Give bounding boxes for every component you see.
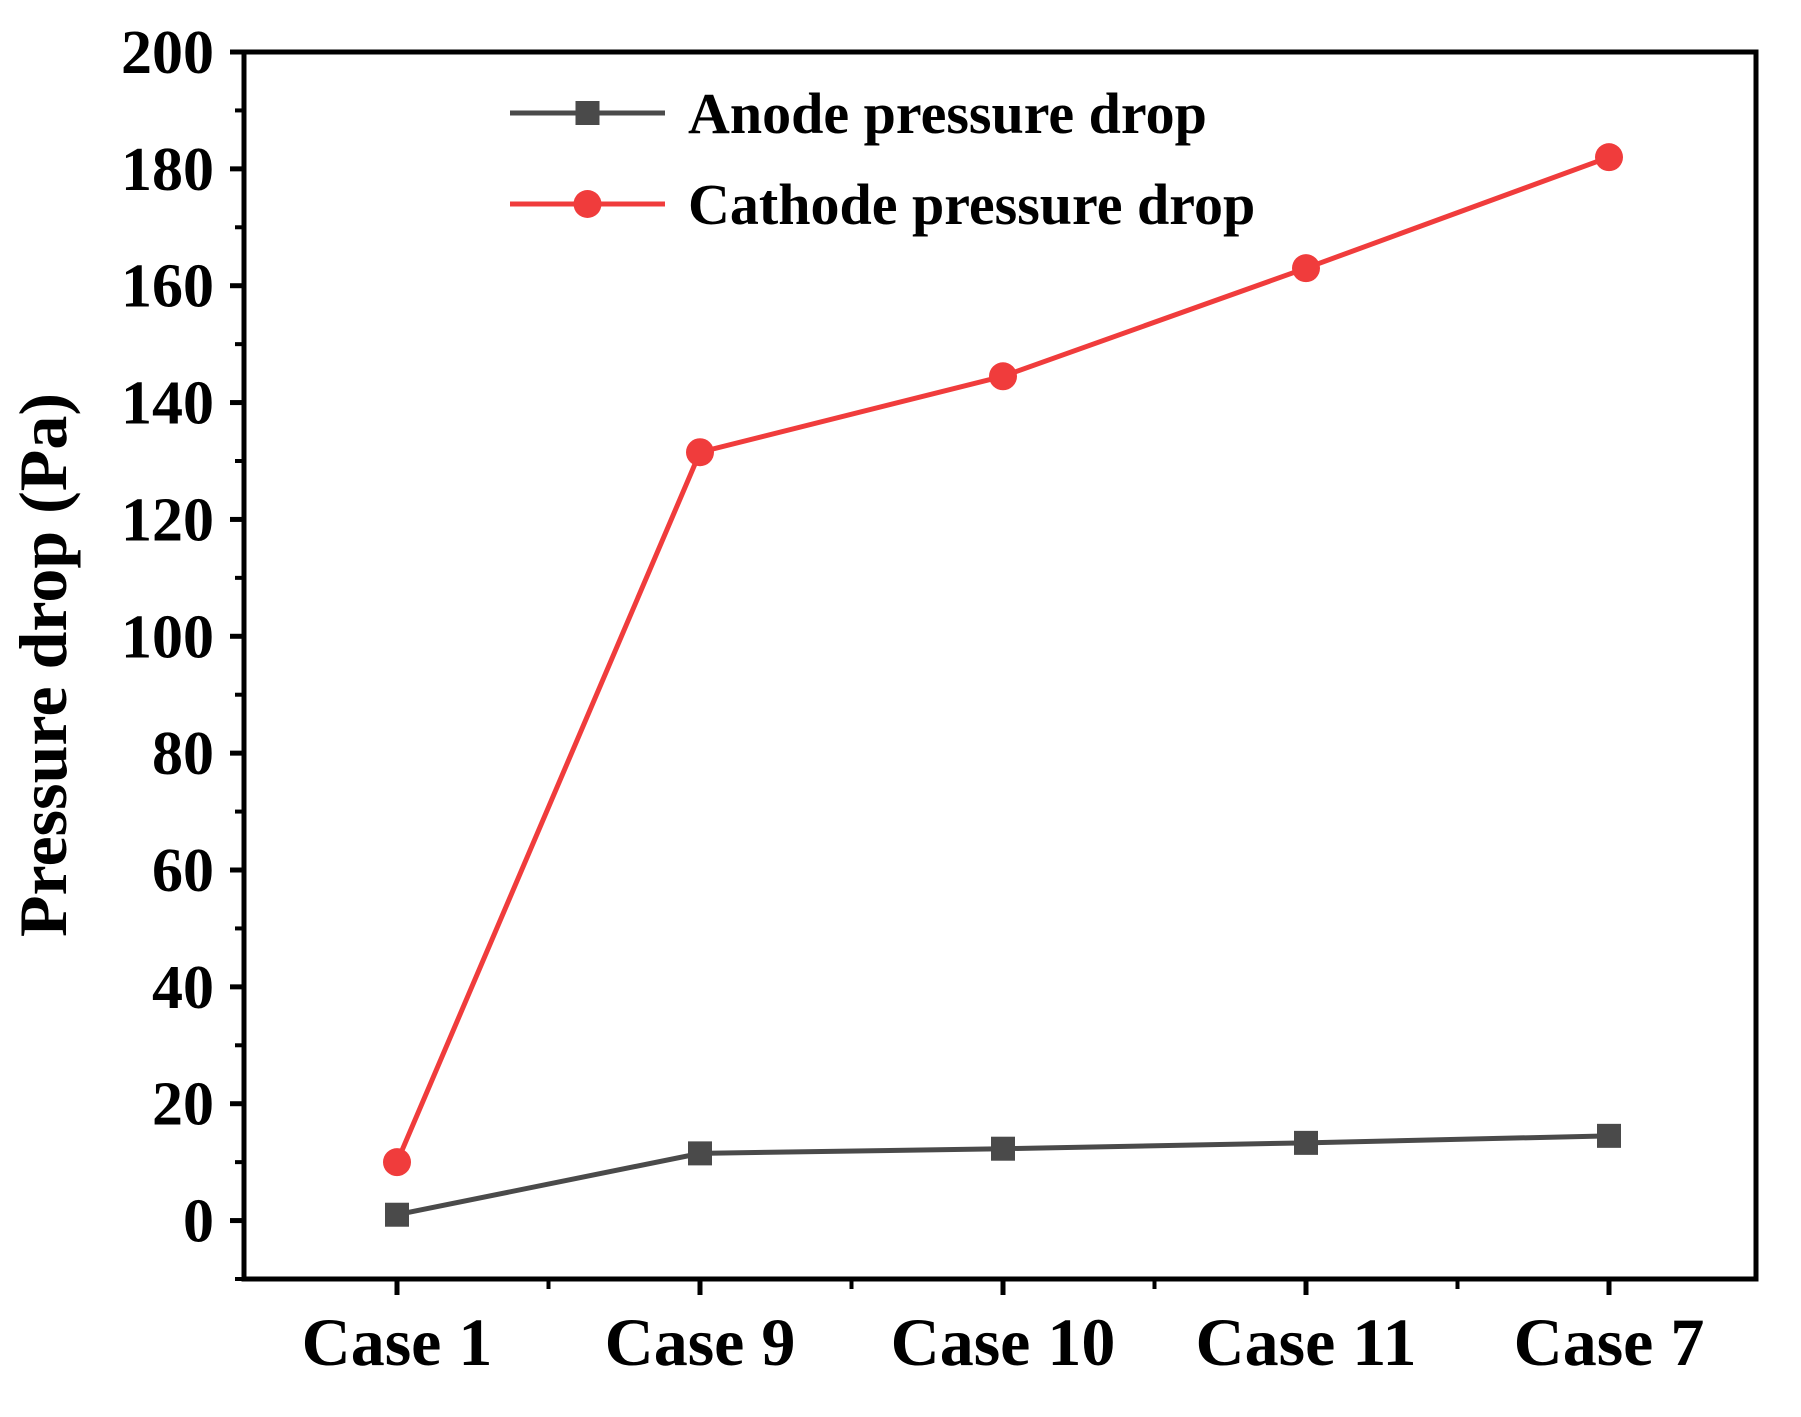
y-tick-label: 0 <box>183 1188 214 1256</box>
x-category-label: Case 1 <box>302 1304 493 1380</box>
cathode-point-marker <box>1292 254 1320 283</box>
x-category-label: Case 7 <box>1514 1304 1705 1380</box>
anode-point-marker <box>1294 1130 1318 1155</box>
anode-point-marker <box>991 1136 1015 1161</box>
x-category-label: Case 9 <box>605 1304 796 1380</box>
anode-point-marker <box>1597 1123 1621 1148</box>
plot-frame <box>241 49 1759 1282</box>
x-category-label: Case 10 <box>891 1304 1116 1380</box>
y-tick-label: 20 <box>152 1071 214 1139</box>
y-tick-label: 180 <box>121 136 214 204</box>
series-line-cathode <box>394 154 1610 1164</box>
y-tick-label: 160 <box>121 253 214 321</box>
y-tick-label: 100 <box>121 603 214 671</box>
legend: Anode pressure drop Cathode pressure drop <box>510 81 1255 237</box>
anode-point-marker <box>688 1141 712 1166</box>
x-category-label: Case 11 <box>1196 1304 1417 1380</box>
cathode-point-marker <box>383 1148 411 1177</box>
y-axis-title: Pressure drop (Pa) <box>5 393 81 937</box>
anode-point-marker <box>385 1202 409 1227</box>
legend-label: Cathode pressure drop <box>688 172 1255 237</box>
y-tick-label: 120 <box>121 486 214 554</box>
legend-square-marker <box>575 101 600 125</box>
y-tick-label: 200 <box>121 19 214 87</box>
legend-label: Anode pressure drop <box>688 81 1207 146</box>
cathode-point-marker <box>686 438 714 467</box>
y-tick-label: 80 <box>152 720 214 788</box>
cathode-point-marker <box>989 362 1017 391</box>
y-tick-label: 40 <box>152 954 214 1022</box>
y-tick-label: 140 <box>121 370 214 438</box>
cathode-point-marker <box>1595 143 1623 172</box>
y-tick-label: 60 <box>152 837 214 905</box>
legend-circle-marker <box>573 190 602 218</box>
